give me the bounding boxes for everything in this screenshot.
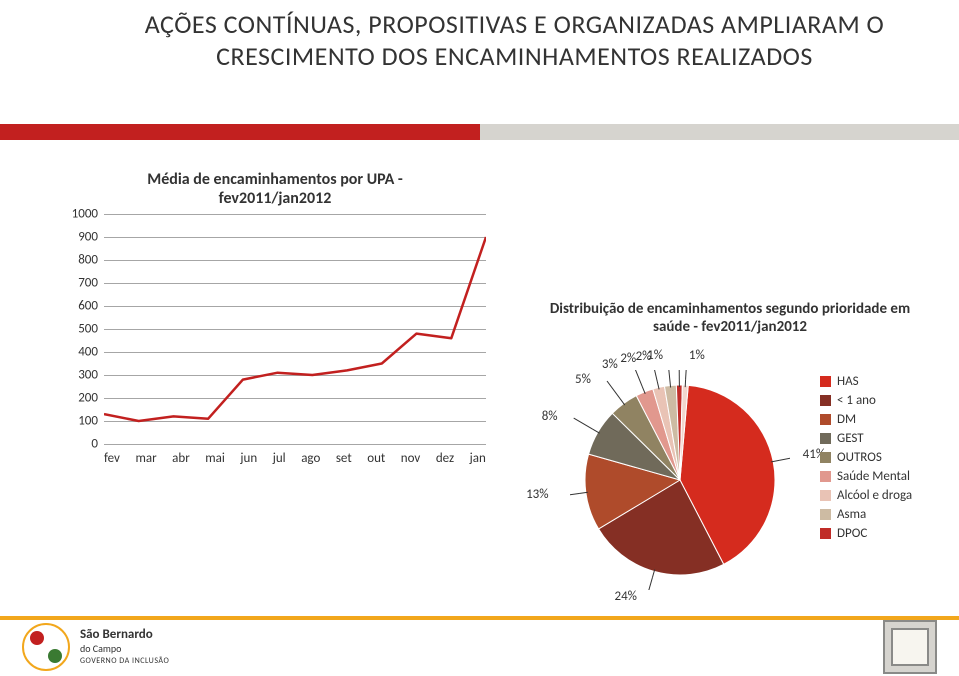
line-chart-title: Média de encaminhamentos por UPA - fev20…	[60, 170, 490, 208]
legend-swatch	[820, 376, 831, 387]
stripe-red	[0, 124, 480, 140]
x-axis-label: mai	[205, 451, 225, 466]
x-axis-label: ago	[301, 451, 320, 466]
legend-swatch	[820, 433, 831, 444]
line-chart: Média de encaminhamentos por UPA - fev20…	[60, 170, 490, 470]
pie-slice-percent: 8%	[542, 409, 558, 424]
y-axis-label: 900	[60, 230, 98, 245]
line-series	[104, 214, 486, 444]
decorative-stripes	[0, 118, 959, 146]
title-line-1: AÇÕES CONTÍNUAS, PROPOSITIVAS E ORGANIZA…	[110, 8, 919, 40]
legend-label: Saúde Mental	[837, 469, 910, 484]
line-chart-title-l1: Média de encaminhamentos por UPA -	[147, 170, 403, 189]
legend-swatch	[820, 490, 831, 501]
y-axis-label: 0	[60, 437, 98, 452]
crest-icon	[883, 620, 937, 674]
legend-label: Asma	[837, 507, 866, 522]
footer-city-sub: do Campo	[80, 642, 121, 655]
legend-item: OUTROS	[820, 450, 940, 465]
footer-city-text: São Bernardo do Campo GOVERNO DA INCLUSÃ…	[80, 628, 169, 665]
legend-item: Asma	[820, 507, 940, 522]
legend-item: HAS	[820, 374, 940, 389]
page-title: AÇÕES CONTÍNUAS, PROPOSITIVAS E ORGANIZA…	[110, 8, 919, 72]
legend-label: < 1 ano	[837, 393, 876, 408]
x-axis-label: out	[367, 451, 385, 466]
x-axis-label: mar	[135, 451, 156, 466]
legend-label: OUTROS	[837, 450, 882, 465]
x-axis-label: set	[336, 451, 352, 466]
legend-item: Saúde Mental	[820, 469, 940, 484]
x-axis-labels: fevmar abrmaijun jul ago setout novdez jan	[104, 451, 486, 466]
legend-swatch	[820, 528, 831, 539]
y-axis-label: 1000	[60, 207, 98, 222]
x-axis-label: nov	[401, 451, 421, 466]
stripe-gray	[480, 124, 959, 140]
legend-item: GEST	[820, 431, 940, 446]
legend-swatch	[820, 395, 831, 406]
legend-item: DM	[820, 412, 940, 427]
pie-slice-percent: 1%	[647, 348, 663, 363]
legend-item: < 1 ano	[820, 393, 940, 408]
y-axis-label: 400	[60, 345, 98, 360]
x-axis-label: jul	[273, 451, 286, 466]
y-axis-label: 800	[60, 253, 98, 268]
y-axis-label: 700	[60, 276, 98, 291]
line-chart-plot: 01002003004005006007008009001000fevmarab…	[60, 214, 490, 444]
pie-title-l2: saúde - fev2011/jan2012	[653, 318, 807, 336]
x-axis-label: dez	[436, 451, 454, 466]
footer-tagline: GOVERNO DA INCLUSÃO	[80, 656, 169, 666]
footer-left-logo: São Bernardo do Campo GOVERNO DA INCLUSÃ…	[22, 623, 169, 671]
pie-slice-percent: 3%	[602, 357, 618, 372]
gridline	[104, 444, 486, 445]
y-axis-label: 300	[60, 368, 98, 383]
x-axis-label: jun	[240, 451, 257, 466]
city-logo-icon	[22, 623, 70, 671]
legend-label: DM	[837, 412, 856, 427]
footer-bar: São Bernardo do Campo GOVERNO DA INCLUSÃ…	[0, 616, 959, 674]
legend-item: DPOC	[820, 526, 940, 541]
pie-title-l1: Distribuição de encaminhamentos segundo …	[550, 300, 910, 318]
pie-chart: Distribuição de encaminhamentos segundo …	[520, 300, 940, 630]
legend-swatch	[820, 509, 831, 520]
y-axis-label: 100	[60, 414, 98, 429]
legend-label: Alcóol e droga	[837, 488, 912, 503]
y-axis-label: 600	[60, 299, 98, 314]
legend-label: GEST	[837, 431, 864, 446]
pie-chart-title: Distribuição de encaminhamentos segundo …	[520, 300, 940, 336]
legend-label: HAS	[837, 374, 859, 389]
footer-city-name: São Bernardo	[80, 628, 169, 642]
pie-slice-percent: 13%	[526, 487, 548, 502]
y-axis-label: 200	[60, 391, 98, 406]
legend-swatch	[820, 414, 831, 425]
pie-legend: HAS < 1 ano DM GEST OUTROS Saúde Mental Alcóol…	[820, 370, 940, 545]
x-axis-label: jan	[470, 451, 486, 466]
title-line-2: CRESCIMENTO DOS ENCAMINHAMENTOS REALIZAD…	[110, 40, 919, 72]
legend-item: Alcóol e droga	[820, 488, 940, 503]
x-axis-label: fev	[104, 451, 120, 466]
y-axis-label: 500	[60, 322, 98, 337]
legend-label: DPOC	[837, 526, 867, 541]
pie-slice-percent: 1%	[689, 348, 705, 363]
pie-svg-wrap: 41%24%13%8%5%3%2%2%1%1%	[570, 370, 790, 590]
pie-slice-percent: 24%	[615, 589, 637, 604]
pie-slice-percent: 2%	[620, 351, 636, 366]
line-chart-title-l2: fev2011/jan2012	[219, 189, 332, 208]
footer-right-crest	[883, 620, 937, 674]
pie-slice-percent: 5%	[575, 372, 591, 387]
pie-chart-body: 41%24%13%8%5%3%2%2%1%1% HAS < 1 ano DM GEST…	[520, 340, 940, 620]
legend-swatch	[820, 471, 831, 482]
legend-swatch	[820, 452, 831, 463]
x-axis-label: abr	[172, 451, 190, 466]
